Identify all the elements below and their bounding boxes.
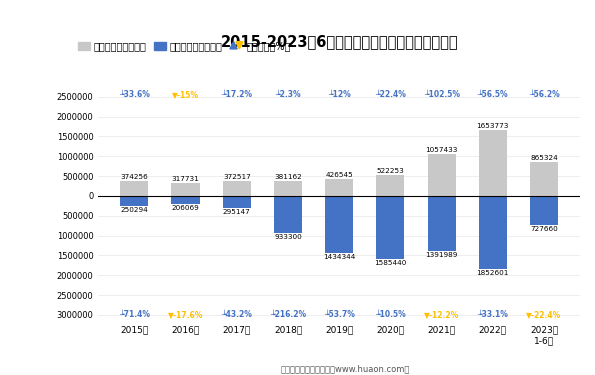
Text: ┶56.2%: ┶56.2% <box>528 90 559 99</box>
Bar <box>479 130 507 196</box>
Bar <box>428 196 456 251</box>
Text: ┶56.5%: ┶56.5% <box>478 90 508 99</box>
Text: 250294: 250294 <box>120 207 148 213</box>
Text: 1057433: 1057433 <box>425 147 458 153</box>
Text: ┶22.4%: ┶22.4% <box>375 90 406 99</box>
Bar <box>325 196 353 253</box>
Text: ┶53.7%: ┶53.7% <box>324 310 355 319</box>
Bar <box>223 181 251 196</box>
Text: ┶33.1%: ┶33.1% <box>477 310 508 319</box>
Text: 1434344: 1434344 <box>323 254 355 260</box>
Text: 865324: 865324 <box>530 154 558 160</box>
Text: 1391989: 1391989 <box>425 252 458 258</box>
Bar <box>274 196 302 233</box>
Text: 372517: 372517 <box>223 174 250 180</box>
Text: 374256: 374256 <box>120 174 148 180</box>
Bar <box>120 181 148 196</box>
Text: 381162: 381162 <box>274 174 302 180</box>
Legend: 出口总额（万美元）, 进口总额（万美元）, 同比增速（%）: 出口总额（万美元）, 进口总额（万美元）, 同比增速（%） <box>74 38 295 55</box>
Text: 522253: 522253 <box>377 168 404 174</box>
Bar <box>171 183 200 196</box>
Text: ┶43.2%: ┶43.2% <box>221 310 252 319</box>
Text: 1852601: 1852601 <box>477 270 509 276</box>
Bar <box>274 181 302 196</box>
Bar <box>428 154 456 196</box>
Text: 1585440: 1585440 <box>374 260 406 266</box>
Bar <box>223 196 251 208</box>
Text: ▼-15%: ▼-15% <box>172 90 199 99</box>
Text: ┶17.2%: ┶17.2% <box>221 90 252 99</box>
Bar <box>120 196 148 206</box>
Bar <box>376 196 405 259</box>
Text: 206069: 206069 <box>172 205 199 211</box>
Text: ┶10.5%: ┶10.5% <box>375 310 406 319</box>
Text: 317731: 317731 <box>172 176 199 182</box>
Bar <box>171 196 200 204</box>
Text: ┶2.3%: ┶2.3% <box>275 90 301 99</box>
Text: ▼-17.6%: ▼-17.6% <box>168 310 203 319</box>
Text: 426545: 426545 <box>325 172 353 178</box>
Text: 295147: 295147 <box>223 209 250 214</box>
Title: 2015-2023年6月深圳前海综合保税区进、出口额: 2015-2023年6月深圳前海综合保税区进、出口额 <box>220 34 458 49</box>
Bar <box>530 162 558 196</box>
Text: ┶216.2%: ┶216.2% <box>270 310 306 319</box>
Text: 1653773: 1653773 <box>477 123 509 129</box>
Text: ▼-22.4%: ▼-22.4% <box>527 310 562 319</box>
Text: ┶33.6%: ┶33.6% <box>119 90 150 99</box>
Text: ┶12%: ┶12% <box>328 90 350 99</box>
Text: 727660: 727660 <box>530 226 558 232</box>
Bar <box>376 175 405 196</box>
Text: 制图：华经产业研究院（www.huaon.com）: 制图：华经产业研究院（www.huaon.com） <box>280 364 410 373</box>
Text: ▼-12.2%: ▼-12.2% <box>424 310 459 319</box>
Bar <box>530 196 558 225</box>
Text: ┶71.4%: ┶71.4% <box>119 310 150 319</box>
Bar <box>479 196 507 269</box>
Text: 933300: 933300 <box>274 234 302 240</box>
Bar <box>325 179 353 196</box>
Text: ┶102.5%: ┶102.5% <box>424 90 459 99</box>
